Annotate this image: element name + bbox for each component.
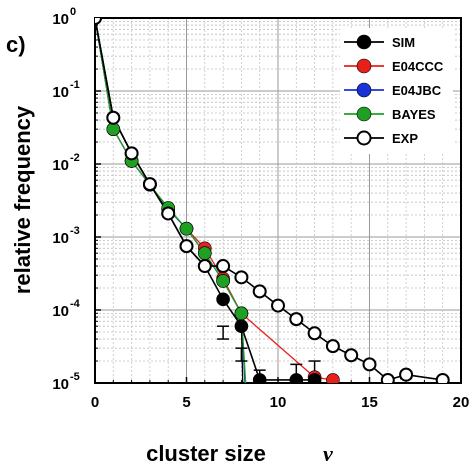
legend-marker-sim [356,34,372,50]
x-axis-symbol: ν [323,441,333,466]
data-point-exp [252,284,267,299]
legend-label-exp: EXP [392,131,418,146]
series [95,18,450,383]
y-tick-label: 10 [52,376,69,393]
legend-marker-exp [356,130,372,146]
data-point-exp [197,259,212,274]
y-tick-exponent: -4 [70,298,81,310]
legend-marker-bayes [356,106,372,122]
data-point-sim [216,292,230,307]
x-tick-label: 10 [270,394,287,411]
legend-marker-e04jbc [356,82,372,98]
y-tick-exponent: -5 [70,371,80,383]
data-point-exp [234,270,249,285]
x-axis-title: cluster size [146,441,266,466]
data-point-exp [435,372,450,383]
x-tick-label: 15 [361,394,378,411]
data-point-bayes [179,221,194,236]
data-point-bayes [234,306,249,321]
data-point-exp [216,259,231,274]
y-tick-label: 10 [52,84,69,101]
data-point-bayes [216,274,230,288]
y-tick-exponent: -1 [70,79,80,91]
legend-label-sim: SIM [392,35,415,50]
data-point-exp [325,339,340,354]
x-tick-label: 0 [91,394,99,411]
y-tick-label: 10 [52,230,69,247]
legend-label-bayes: BAYES [392,107,436,122]
legend-label-e04jbc: E04JBC [392,83,442,98]
data-point-exp [362,357,377,372]
x-tick-label: 5 [182,394,190,411]
y-tick-label: 10 [52,11,69,28]
x-tick-label: 20 [453,394,470,411]
data-point-exp [106,110,121,125]
legend-label-e04ccc: E04CCC [392,59,444,74]
y-tick-label: 10 [52,303,69,320]
data-point-bayes [198,246,212,260]
data-point-exp [179,239,194,254]
data-point-sim [234,319,249,333]
data-point-exp [289,312,304,327]
legend-marker-e04ccc [356,58,372,74]
y-axis-title: relative frequency [10,105,35,294]
legend: SIM E04CCC E04JBC BAYES EXP [340,28,453,154]
data-point-exp [271,298,285,313]
series-clip-group [95,18,450,383]
data-point-e04ccc [326,373,340,383]
data-point-exp [95,18,102,25]
panel-label: c) [6,32,26,57]
y-tick-label: 10 [52,157,69,174]
y-tick-exponent: -2 [70,152,80,164]
y-tick-exponent: -3 [70,225,80,237]
data-point-exp [124,146,139,161]
data-point-sim [289,373,304,383]
data-point-exp [307,326,322,341]
data-point-exp [142,177,157,192]
data-point-sim [307,373,322,383]
data-point-sim [252,373,267,383]
data-point-exp [399,367,414,382]
data-point-exp [344,348,359,363]
data-point-exp [380,372,395,383]
y-tick-exponent: 0 [70,6,76,18]
data-point-exp [161,206,176,221]
series-drop-line-sim [240,326,244,383]
